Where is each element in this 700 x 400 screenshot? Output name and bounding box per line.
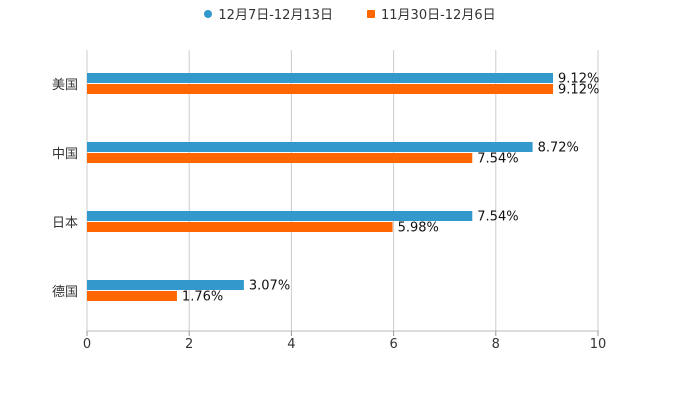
x-tick-label-4: 4: [287, 337, 295, 352]
x-tick-label-8: 8: [492, 337, 500, 352]
data-label-s2-3: 1.76%: [182, 290, 223, 305]
bar-s2-1: [87, 153, 473, 163]
data-label-s1-1: 8.72%: [538, 141, 579, 156]
x-tick-label-10: 10: [590, 337, 607, 352]
bar-s2-2: [87, 222, 393, 232]
legend-label-series-1: 12月7日-12月13日: [218, 8, 333, 23]
x-tick-label-2: 2: [185, 337, 193, 352]
chart-legend: 12月7日-12月13日 11月30日-12月6日: [0, 4, 700, 23]
legend-label-series-2: 11月30日-12月6日: [381, 8, 496, 23]
category-label-3: 德国: [52, 285, 78, 300]
data-label-s2-1: 7.54%: [477, 152, 518, 167]
data-label-s1-2: 7.54%: [477, 210, 518, 225]
category-label-1: 中国: [52, 147, 78, 162]
legend-marker-series-1: [204, 9, 213, 18]
legend-marker-series-2: [367, 9, 375, 18]
legend-item-series-2[interactable]: 11月30日-12月6日: [367, 4, 496, 23]
x-tick-label-6: 6: [389, 337, 397, 352]
category-label-2: 日本: [52, 216, 78, 231]
category-label-0: 美国: [52, 78, 78, 93]
data-label-s2-2: 5.98%: [398, 221, 439, 236]
x-tick-label-0: 0: [83, 337, 91, 352]
data-label-s1-3: 3.07%: [249, 279, 290, 294]
bar-s2-3: [87, 291, 177, 301]
data-label-s1-0: 9.12%: [558, 72, 599, 87]
legend-item-series-1[interactable]: 12月7日-12月13日: [204, 4, 333, 23]
data-label-s2-0: 9.12%: [558, 83, 599, 98]
bar-s2-0: [87, 84, 554, 94]
bar-s1-3: [87, 280, 244, 290]
bar-s1-1: [87, 142, 533, 152]
bar-s1-2: [87, 211, 473, 221]
bar-s1-0: [87, 73, 554, 83]
